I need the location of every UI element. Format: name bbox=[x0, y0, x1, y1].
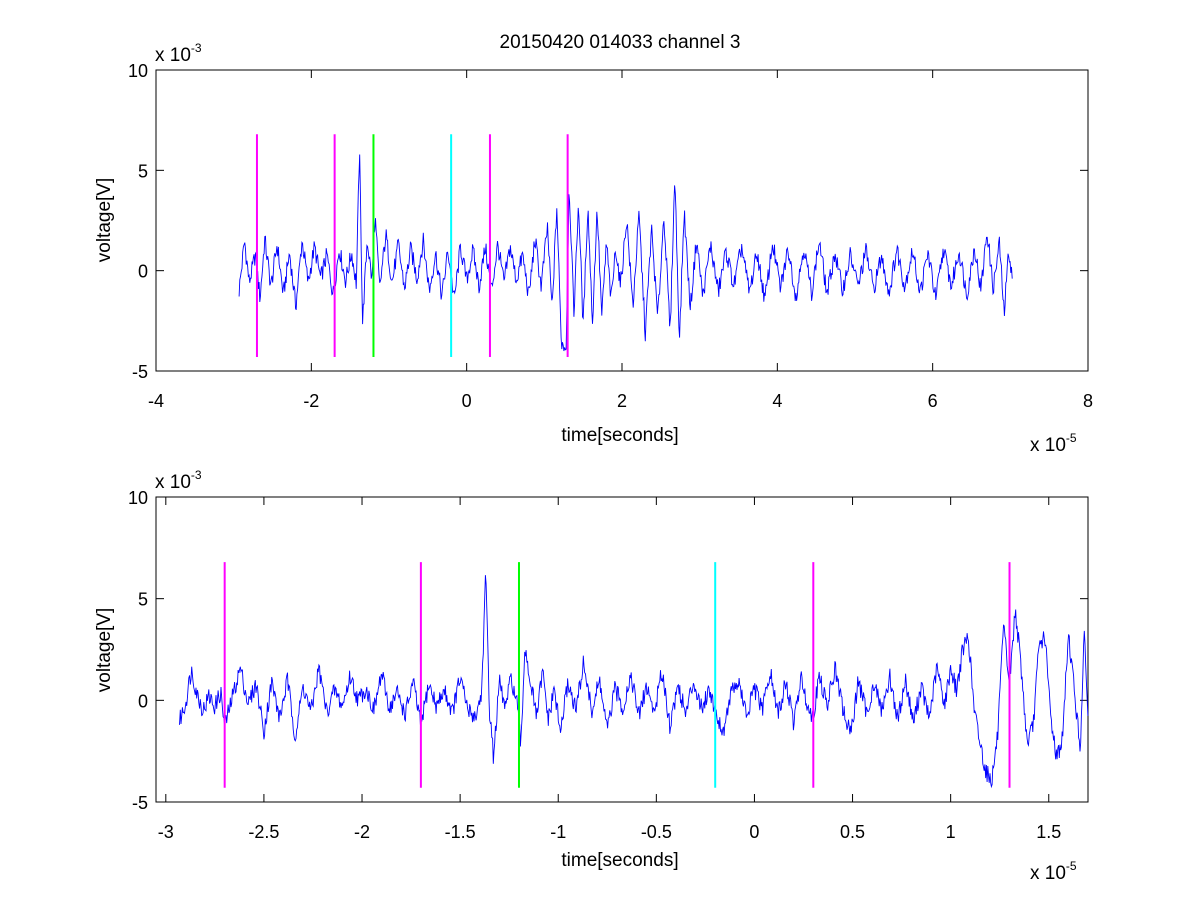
top-x-tick-label: 0 bbox=[462, 391, 472, 411]
figure-title: 20150420 014033 channel 3 bbox=[500, 32, 741, 53]
top-x-tick-label: 2 bbox=[617, 391, 627, 411]
bottom-x-tick-label: 1.5 bbox=[1036, 822, 1061, 842]
top-x-tick-label: -4 bbox=[148, 391, 164, 411]
bottom-x-multiplier: x 10-5 bbox=[1030, 859, 1077, 884]
bottom-y-tick-label: -5 bbox=[132, 793, 148, 813]
top-axes-frame bbox=[155, 69, 1089, 372]
bottom-y-tick-label: 0 bbox=[138, 691, 148, 711]
top-x-tick-label: 4 bbox=[772, 391, 782, 411]
top-x-tick-label: -2 bbox=[303, 391, 319, 411]
bottom-x-axis-label: time[seconds] bbox=[561, 850, 678, 871]
bottom-x-tick-label: -1.5 bbox=[445, 822, 476, 842]
top-y-tick-label: 5 bbox=[138, 161, 148, 181]
top-x-axis-label: time[seconds] bbox=[561, 425, 678, 446]
top-subplot: -4 -2 0 2 4 6 8 -5 0 5 10 x 10-3 x 10-5 time[secon… bbox=[94, 41, 1093, 456]
bottom-x-tick-label: -3 bbox=[158, 822, 174, 842]
bottom-x-tick-label: 0.5 bbox=[840, 822, 865, 842]
top-x-tick-label: 6 bbox=[928, 391, 938, 411]
top-ticks: -4 -2 0 2 4 6 8 -5 0 5 10 bbox=[128, 61, 1093, 411]
top-plot-area bbox=[238, 134, 1013, 357]
bottom-y-tick-label: 5 bbox=[138, 590, 148, 610]
top-x-multiplier: x 10-5 bbox=[1030, 431, 1077, 456]
bottom-plot-area bbox=[179, 562, 1089, 789]
bottom-x-tick-label: 0 bbox=[749, 822, 759, 842]
top-y-tick-label: 10 bbox=[128, 61, 148, 81]
bottom-x-tick-label: 1 bbox=[946, 822, 956, 842]
bottom-y-multiplier: x 10-3 bbox=[155, 468, 202, 493]
bottom-x-tick-label: -1 bbox=[550, 822, 566, 842]
bottom-x-tick-label: -2.5 bbox=[248, 822, 279, 842]
bottom-ticks: -3 -2.5 -2 -1.5 -1 -0.5 0 0.5 1 1.5 -5 0 5 10 bbox=[128, 488, 1088, 842]
bottom-x-tick-label: -0.5 bbox=[641, 822, 672, 842]
bottom-y-axis-label: voltage[V] bbox=[94, 608, 115, 693]
top-x-tick-label: 8 bbox=[1083, 391, 1093, 411]
top-y-tick-label: -5 bbox=[132, 362, 148, 382]
top-signal-line bbox=[238, 154, 1013, 352]
top-y-tick-label: 0 bbox=[138, 262, 148, 282]
bottom-x-tick-label: -2 bbox=[354, 822, 370, 842]
bottom-axes-frame bbox=[155, 496, 1089, 803]
top-y-multiplier: x 10-3 bbox=[155, 41, 202, 66]
top-y-axis-label: voltage[V] bbox=[94, 178, 115, 263]
bottom-signal-line bbox=[179, 575, 1089, 789]
bottom-y-tick-label: 10 bbox=[128, 488, 148, 508]
